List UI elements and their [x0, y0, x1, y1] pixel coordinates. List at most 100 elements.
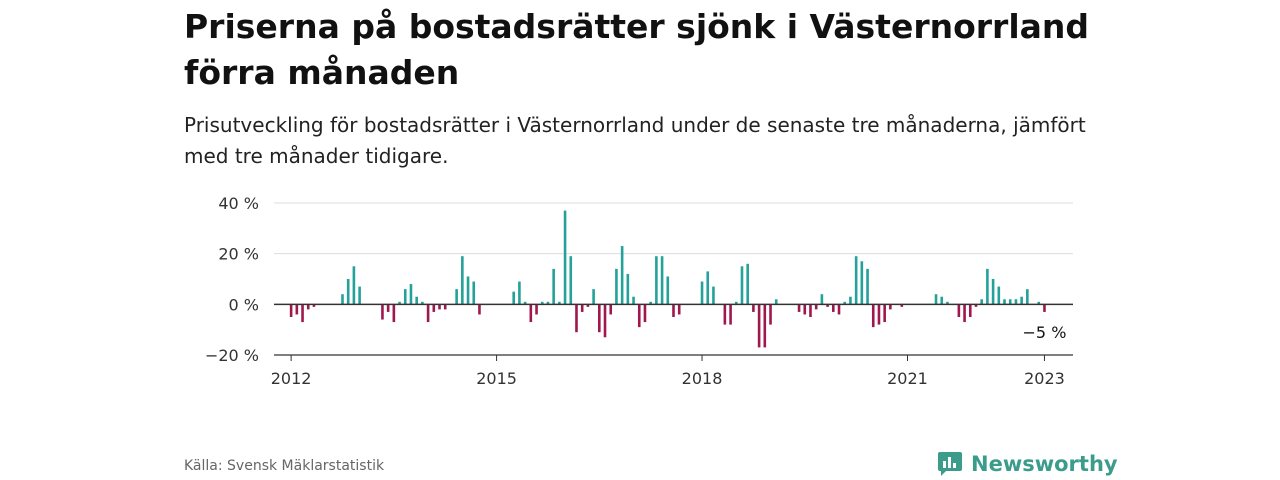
bar — [403, 289, 407, 305]
x-axis-ticks: 2012 2015 2018 2021 2023 — [271, 355, 1065, 388]
chart-title: Priserna på bostadsrätter sjönk i Väster… — [184, 7, 1090, 92]
bar — [626, 273, 630, 305]
bar — [734, 301, 738, 305]
bar — [957, 304, 961, 317]
bar — [843, 301, 847, 305]
bar — [592, 289, 595, 305]
bar — [392, 304, 396, 323]
bar — [649, 301, 652, 305]
bar — [854, 256, 858, 305]
bar — [643, 304, 647, 323]
bar — [729, 304, 732, 325]
bar — [963, 304, 966, 323]
bar — [769, 304, 772, 325]
bar — [889, 304, 892, 310]
bar — [1014, 299, 1018, 305]
bar — [797, 304, 801, 312]
bar — [552, 268, 555, 305]
y-tick-label: −20 % — [205, 346, 259, 365]
bar-chart-speech-icon — [938, 452, 962, 476]
bar — [820, 294, 824, 305]
bar — [563, 210, 567, 305]
bar — [523, 301, 527, 305]
bar — [615, 268, 618, 305]
bar — [883, 304, 886, 323]
x-tick-label: 2012 — [271, 369, 312, 388]
bar — [295, 304, 299, 315]
bar — [421, 301, 424, 305]
bar — [432, 304, 436, 312]
bar — [655, 256, 658, 305]
bar — [946, 301, 949, 305]
bar — [809, 304, 812, 317]
bar — [386, 304, 390, 312]
bar — [1037, 301, 1041, 305]
bar — [632, 296, 635, 305]
bar — [997, 286, 1001, 305]
bar — [934, 294, 938, 305]
bar — [466, 276, 470, 305]
bar — [837, 304, 841, 315]
bar — [409, 284, 413, 305]
bar — [346, 279, 350, 305]
bar — [746, 263, 749, 305]
bar — [415, 296, 418, 305]
bar — [677, 304, 681, 315]
bar — [866, 268, 869, 305]
bar — [398, 301, 401, 305]
bar — [814, 304, 818, 310]
bar — [1043, 304, 1046, 312]
x-tick-label: 2023 — [1024, 369, 1065, 388]
bar — [849, 296, 852, 305]
bar — [478, 304, 481, 315]
bar-chart: −20 % 0 % 20 % 40 % 2012 2015 2018 2021 2023 −5… — [205, 194, 1073, 388]
bar — [1008, 299, 1012, 305]
bar — [575, 304, 578, 333]
bar — [706, 271, 710, 305]
bar — [871, 304, 875, 328]
bar — [700, 281, 704, 305]
bar — [609, 304, 613, 315]
bar — [512, 291, 515, 305]
bar — [860, 261, 864, 305]
bar — [803, 304, 807, 315]
bar — [877, 304, 881, 325]
bar — [974, 304, 978, 307]
y-tick-label: 20 % — [218, 245, 259, 264]
bar — [540, 301, 544, 305]
chart-subtitle: Prisutveckling för bostadsrätter i Väste… — [184, 113, 1086, 168]
bar — [940, 296, 944, 305]
bar — [1020, 296, 1023, 305]
bar — [289, 304, 293, 317]
bar — [712, 286, 715, 305]
y-axis-tick-labels: −20 % 0 % 20 % 40 % — [205, 194, 259, 365]
bar — [1026, 289, 1029, 305]
bar — [774, 299, 778, 305]
bar — [763, 304, 767, 348]
bar — [991, 279, 995, 305]
bar — [757, 304, 761, 348]
bar — [980, 299, 983, 305]
bar — [832, 304, 835, 312]
bar — [558, 301, 561, 305]
bar — [603, 304, 607, 338]
bar — [598, 304, 601, 333]
bar — [426, 304, 430, 323]
y-tick-label: 40 % — [218, 194, 259, 213]
bar — [986, 268, 989, 305]
bar — [666, 276, 670, 305]
latest-value-annotation: −5 % — [1023, 323, 1067, 342]
bar — [723, 304, 727, 325]
bar — [546, 301, 550, 305]
bar — [455, 289, 458, 305]
bar — [752, 304, 755, 312]
bar — [381, 304, 384, 320]
bars — [289, 210, 1046, 348]
x-tick-label: 2021 — [887, 369, 928, 388]
bar — [341, 294, 344, 305]
brand-name: Newsworthy — [971, 452, 1118, 476]
bar — [580, 304, 584, 312]
bar — [529, 304, 533, 323]
bar — [660, 256, 664, 305]
bar — [740, 266, 744, 305]
